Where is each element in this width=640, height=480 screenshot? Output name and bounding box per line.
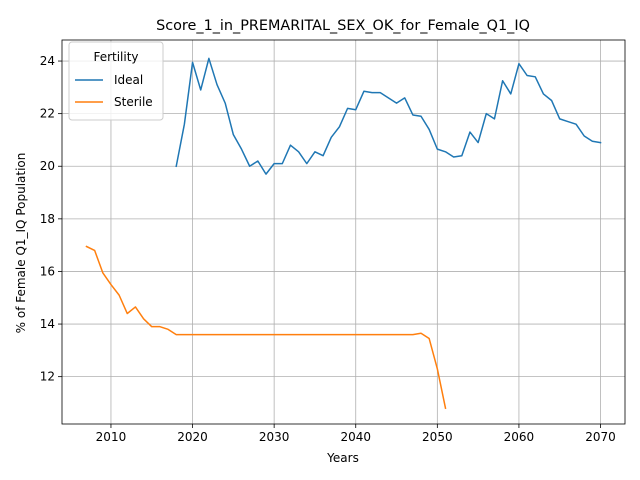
x-tick-label: 2010 <box>96 430 127 444</box>
series-line-ideal <box>176 58 600 174</box>
x-tick-label: 2030 <box>259 430 290 444</box>
y-tick-label: 14 <box>40 317 55 331</box>
legend: Fertility Ideal Sterile <box>69 42 163 120</box>
y-tick-label: 18 <box>40 212 55 226</box>
x-tick-label: 2070 <box>585 430 616 444</box>
legend-title: Fertility <box>93 50 138 64</box>
series-lines <box>86 58 600 408</box>
x-tick-label: 2060 <box>504 430 535 444</box>
series-line-sterile <box>86 246 445 408</box>
legend-label-sterile: Sterile <box>114 95 153 109</box>
y-axis-ticks: 12 14 16 18 20 22 24 <box>40 54 62 384</box>
x-axis-ticks: 2010 2020 2030 2040 2050 2060 2070 <box>96 424 616 444</box>
x-axis-label: Years <box>326 451 359 465</box>
x-tick-label: 2020 <box>177 430 208 444</box>
y-tick-label: 12 <box>40 370 55 384</box>
chart-title: Score_1_in_PREMARITAL_SEX_OK_for_Female_… <box>156 18 530 34</box>
y-tick-label: 20 <box>40 159 55 173</box>
x-tick-label: 2040 <box>340 430 371 444</box>
legend-label-ideal: Ideal <box>114 73 143 87</box>
y-tick-label: 16 <box>40 264 55 278</box>
y-tick-label: 24 <box>40 54 55 68</box>
x-tick-label: 2050 <box>422 430 453 444</box>
y-tick-label: 22 <box>40 107 55 121</box>
y-axis-label: % of Female Q1_IQ Population <box>14 153 28 334</box>
